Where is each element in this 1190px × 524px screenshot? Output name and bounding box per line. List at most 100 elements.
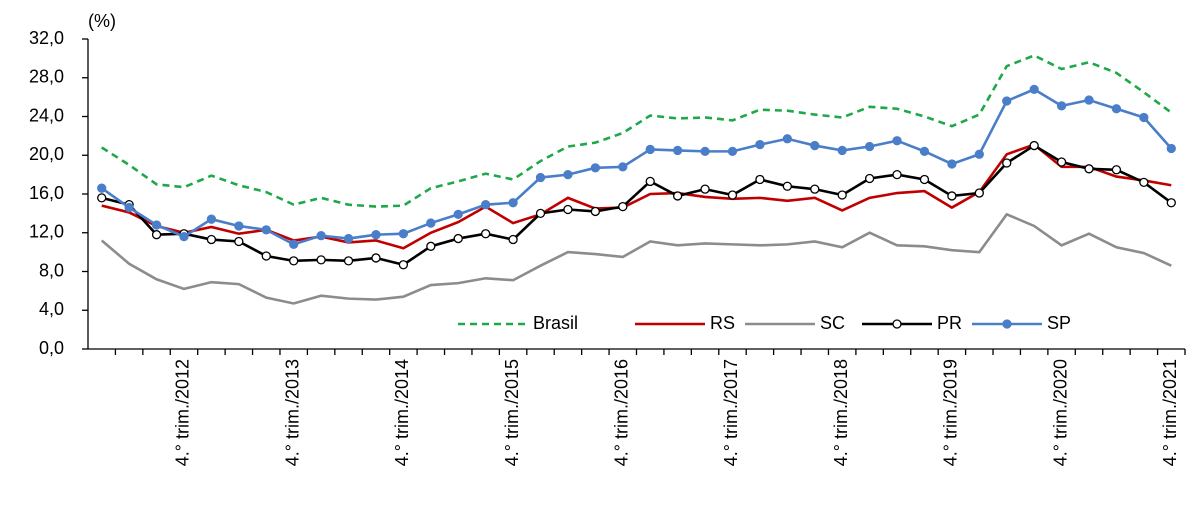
data-point <box>124 202 134 213</box>
data-point <box>535 172 546 183</box>
data-point <box>864 173 875 184</box>
series-line <box>101 144 1173 267</box>
y-tick-label: 20,0 <box>29 144 64 164</box>
data-point <box>919 146 930 157</box>
data-point <box>289 239 299 250</box>
data-point <box>563 169 573 180</box>
data-point <box>618 201 628 212</box>
data-point <box>481 200 491 210</box>
data-point <box>837 145 847 156</box>
data-point <box>1056 101 1067 111</box>
data-point <box>1029 84 1039 95</box>
y-tick-label: 4,0 <box>39 299 64 319</box>
y-axis-label: (%) <box>88 11 116 31</box>
data-point <box>426 218 436 228</box>
data-point <box>892 169 902 180</box>
data-point <box>590 163 601 173</box>
data-point <box>700 146 710 157</box>
data-point <box>453 209 463 219</box>
legend-marker <box>1002 319 1012 329</box>
data-point <box>672 145 683 156</box>
x-tick-label: 4.° trim./2015 <box>502 359 522 466</box>
y-tick-label: 8,0 <box>39 260 64 280</box>
data-point <box>535 208 546 219</box>
data-point <box>590 206 601 217</box>
data-point <box>700 184 710 194</box>
x-tick-label: 4.° trim./2016 <box>612 359 632 466</box>
data-point <box>947 159 957 169</box>
data-point <box>974 149 984 159</box>
data-point <box>1139 112 1149 123</box>
y-tick-label: 0,0 <box>39 338 64 358</box>
data-point <box>837 190 847 200</box>
data-point <box>151 230 162 240</box>
data-point <box>97 193 107 203</box>
data-point <box>453 233 463 244</box>
data-point <box>1111 165 1122 175</box>
data-point <box>179 231 189 242</box>
legend-marker <box>892 319 902 329</box>
data-point <box>97 183 107 193</box>
data-point <box>1084 164 1094 174</box>
data-point <box>947 191 957 201</box>
series-line <box>101 54 1173 208</box>
data-point <box>206 214 217 224</box>
data-point <box>1002 158 1012 168</box>
y-tick-label: 28,0 <box>29 67 64 87</box>
data-point <box>782 134 792 144</box>
data-point <box>755 174 765 185</box>
data-point <box>782 181 792 191</box>
data-point <box>508 198 518 208</box>
x-tick-label: 4.° trim./2012 <box>173 359 193 466</box>
x-tick-label: 4.° trim./2017 <box>721 359 741 466</box>
data-point <box>1139 177 1149 188</box>
data-point <box>398 260 409 270</box>
data-point <box>1166 143 1176 154</box>
data-point <box>755 139 765 150</box>
legend-label: PR <box>937 313 962 333</box>
data-point <box>810 140 820 151</box>
data-point <box>727 190 738 200</box>
data-point <box>289 256 299 266</box>
data-point <box>919 174 930 185</box>
data-point <box>1111 104 1122 114</box>
data-point <box>343 256 354 266</box>
series-line <box>100 212 1172 305</box>
x-tick-label: 4.° trim./2021 <box>1160 359 1180 466</box>
data-point <box>1084 95 1094 105</box>
data-point <box>645 176 655 187</box>
data-point <box>371 253 381 263</box>
data-point <box>1166 198 1176 208</box>
x-tick-label: 4.° trim./2013 <box>282 359 302 466</box>
data-point <box>892 136 902 146</box>
legend-label: Brasil <box>533 313 578 333</box>
series-line <box>101 143 1172 250</box>
series-line <box>100 87 1173 246</box>
data-point <box>206 234 217 245</box>
data-point <box>672 191 683 201</box>
data-point <box>1029 140 1039 151</box>
data-point <box>645 144 655 155</box>
data-point <box>371 230 381 240</box>
x-tick-label: 4.° trim./2020 <box>1050 359 1070 466</box>
data-point <box>261 251 271 261</box>
x-tick-label: 4.° trim./2014 <box>392 359 412 466</box>
data-point <box>974 188 984 198</box>
x-tick-label: 4.° trim./2018 <box>831 359 851 466</box>
data-point <box>864 141 875 152</box>
data-point <box>426 241 436 251</box>
data-point <box>316 255 326 265</box>
data-point <box>618 162 628 172</box>
data-point <box>563 204 573 215</box>
data-point <box>481 229 491 239</box>
y-tick-label: 12,0 <box>29 222 64 242</box>
y-tick-label: 32,0 <box>29 28 64 48</box>
data-point <box>151 220 162 230</box>
data-point <box>343 233 354 244</box>
data-point <box>508 234 518 245</box>
legend-label: SC <box>820 313 845 333</box>
data-point <box>261 225 271 235</box>
y-tick-label: 16,0 <box>29 183 64 203</box>
data-point <box>1056 157 1067 167</box>
